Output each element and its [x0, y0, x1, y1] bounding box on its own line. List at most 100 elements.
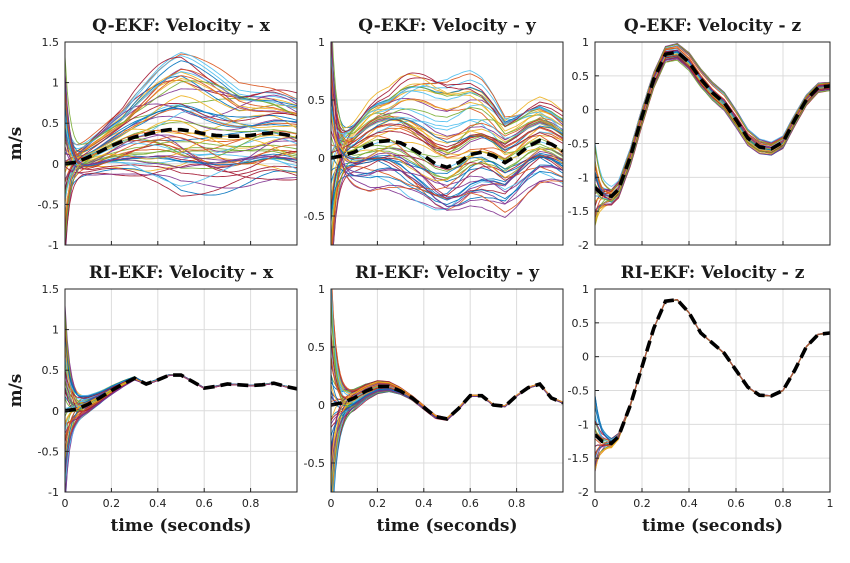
trace-line: [65, 94, 297, 162]
reference-line: [65, 127, 297, 166]
y-tick-label: -0.5: [38, 198, 59, 211]
y-tick-label: 0: [582, 351, 589, 364]
trace-line: [331, 99, 563, 203]
x-tick-label: 0.2: [103, 497, 121, 510]
y-tick-label: -0.5: [568, 385, 589, 398]
trace-line: [65, 165, 297, 197]
y-tick-label: 0.5: [42, 117, 60, 130]
y-tick-label: 1: [318, 283, 325, 296]
plot-area: [65, 289, 297, 492]
ensemble-traces: [65, 52, 297, 245]
x-tick-label: 0.2: [633, 497, 651, 510]
trace-line: [331, 91, 563, 174]
x-tick-label: 0: [62, 497, 69, 510]
trace-line: [65, 125, 297, 174]
y-tick-label: -0.5: [568, 138, 589, 151]
x-tick-label: 0.4: [680, 497, 698, 510]
reference-line: [331, 382, 563, 421]
trace-line: [331, 42, 563, 207]
trace-line: [332, 151, 563, 245]
chart-title: RI-EKF: Velocity - y: [355, 263, 540, 283]
trace-line: [65, 155, 297, 180]
y-axis-label: m/s: [6, 127, 26, 161]
y-tick-label: -2: [578, 486, 589, 499]
chart-title: Q-EKF: Velocity - x: [92, 16, 271, 36]
y-tick-label: 1.5: [42, 283, 60, 296]
y-tick-label: -2: [578, 239, 589, 252]
trace-line: [595, 59, 830, 202]
axes-frame: [330, 41, 564, 246]
y-tick-label: -1.5: [568, 452, 589, 465]
trace-line: [65, 56, 297, 145]
trace-line: [331, 42, 563, 151]
trace-line: [595, 47, 830, 195]
y-tick-label: -0.5: [304, 210, 325, 223]
x-axis-label: time (seconds): [110, 516, 251, 536]
subplot-1: -1 -0.5 0 0.5 1 1.5 Q-EKF: Velocity - x m/s: [6, 16, 298, 252]
subplot-grid: -1 -0.5 0 0.5 1 1.5 Q-EKF: Velocity - x m/s -0.5…: [6, 16, 834, 536]
trace-line: [65, 135, 297, 220]
trace-line: [331, 136, 563, 172]
y-tick-label: -1: [48, 486, 59, 499]
y-tick-label: 0: [582, 104, 589, 117]
y-tick-label: 1: [52, 324, 59, 337]
y-tick-label: -1: [578, 171, 589, 184]
trace-line: [65, 53, 297, 146]
y-tick-label: 0.5: [572, 70, 590, 83]
trace-line: [331, 57, 563, 129]
chart-title: Q-EKF: Velocity - z: [624, 16, 802, 36]
y-tick-label: 1.5: [42, 36, 60, 49]
axes-frame: [64, 288, 298, 493]
subplot-4: -1 -0.5 0 0.5 1 1.5 0 0.2 0.4 0.6 0.8 RI-EKF: Veloc…: [6, 263, 298, 536]
y-tick-label: 0.5: [42, 364, 60, 377]
trace-line: [331, 126, 563, 214]
ensemble-traces: [331, 42, 563, 245]
trace-line: [65, 88, 297, 228]
trace-line: [595, 43, 830, 191]
x-tick-label: 0.8: [508, 497, 526, 510]
trace-line: [331, 50, 563, 140]
trace-line: [65, 71, 297, 166]
y-tick-label: -1: [578, 418, 589, 431]
axes-frame: [330, 288, 564, 493]
y-tick-label: -1.5: [568, 205, 589, 218]
y-tick-label: 0.5: [308, 341, 326, 354]
trace-line: [333, 157, 563, 245]
trace-line: [65, 134, 297, 168]
subplot-5: -0.5 0 0.5 1 0 0.2 0.4 0.6 0.8 RI-EKF: Velocity -…: [304, 263, 564, 536]
trace-line: [331, 65, 563, 132]
y-tick-label: 0.5: [572, 317, 590, 330]
x-tick-label: 0.6: [195, 497, 213, 510]
trace-line: [65, 103, 297, 191]
trace-line: [331, 90, 563, 135]
reference-line: [331, 138, 563, 170]
y-tick-label: -1: [48, 239, 59, 252]
trace-line: [331, 111, 563, 182]
trace-line: [65, 74, 297, 178]
trace-line: [65, 56, 297, 155]
y-tick-label: 1: [318, 36, 325, 49]
trace-line: [331, 162, 563, 245]
subplot-2: -0.5 0 0.5 1 Q-EKF: Velocity - y: [304, 16, 564, 246]
reference-line: [65, 373, 297, 413]
x-tick-label: 0.8: [774, 497, 792, 510]
trace-line: [65, 89, 297, 168]
y-tick-label: -0.5: [304, 457, 325, 470]
subplot-3: -2 -1.5 -1 -0.5 0 0.5 1 Q-EKF: Velocity - z: [568, 16, 831, 252]
trace-line: [331, 113, 563, 193]
trace-line: [65, 108, 297, 157]
trace-line: [331, 118, 563, 245]
y-tick-label: 0: [52, 405, 59, 418]
y-tick-label: 0.5: [308, 94, 326, 107]
y-tick-label: 0: [318, 152, 325, 165]
y-tick-label: 1: [52, 77, 59, 90]
trace-line: [65, 78, 297, 173]
trace-line: [65, 136, 297, 201]
reference-line: [595, 297, 830, 446]
trace-line: [332, 42, 563, 135]
trace-line: [65, 75, 297, 164]
x-tick-label: 0.6: [727, 497, 745, 510]
y-axis-label: m/s: [6, 374, 26, 408]
trace-line: [65, 129, 297, 189]
x-tick-label: 0.4: [415, 497, 433, 510]
